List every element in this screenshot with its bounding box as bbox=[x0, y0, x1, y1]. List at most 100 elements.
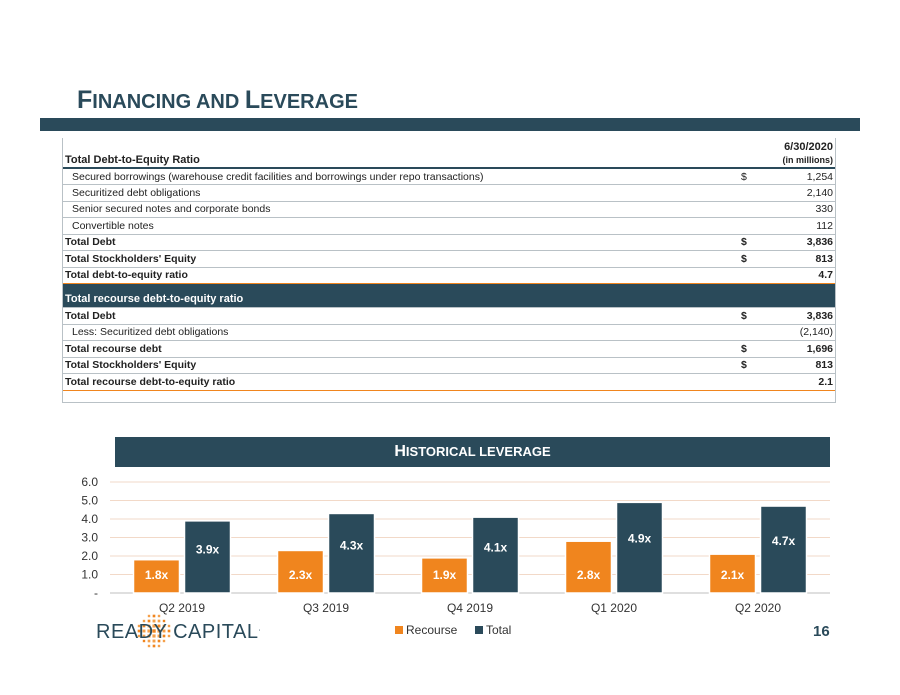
row-currency: $ bbox=[738, 307, 764, 325]
y-tick-label: 5.0 bbox=[81, 494, 98, 508]
table-row: Senior secured notes and corporate bonds… bbox=[62, 201, 836, 218]
row-label: Total Stockholders' Equity bbox=[62, 250, 738, 268]
bar-total bbox=[471, 516, 520, 594]
logo-dot bbox=[142, 619, 146, 623]
table-row: Convertible notes 112 bbox=[62, 217, 836, 235]
logo-dot bbox=[157, 624, 161, 628]
y-tick-label: 6.0 bbox=[81, 475, 98, 489]
logo-dot bbox=[152, 614, 156, 618]
row-currency: $ bbox=[738, 234, 764, 251]
y-tick-label: 4.0 bbox=[81, 512, 98, 526]
logo-dot bbox=[152, 619, 156, 623]
logo-dot bbox=[162, 619, 166, 623]
data-label: 1.8x bbox=[145, 568, 169, 582]
table-row: Total recourse debt-to-equity ratio 2.1 bbox=[62, 373, 836, 391]
y-tick-label: 1.0 bbox=[81, 568, 98, 582]
row-label: Senior secured notes and corporate bonds bbox=[62, 201, 738, 218]
section-header-label: Total recourse debt-to-equity ratio bbox=[62, 283, 836, 308]
row-value: 2,140 bbox=[764, 184, 836, 202]
data-label: 2.1x bbox=[721, 568, 745, 582]
logo-dot bbox=[162, 624, 166, 628]
legend-label-recourse: Recourse bbox=[406, 623, 458, 637]
table-row: Total debt-to-equity ratio 4.7 bbox=[62, 266, 836, 284]
row-currency bbox=[738, 266, 764, 284]
table-row: Securitized debt obligations 2,140 bbox=[62, 184, 836, 202]
logo-dot bbox=[157, 639, 161, 643]
table-row: Total recourse debt $1,696 bbox=[62, 340, 836, 358]
data-label: 1.9x bbox=[433, 568, 457, 582]
row-label: Convertible notes bbox=[62, 217, 738, 235]
data-label: 4.9x bbox=[628, 532, 652, 546]
row-value: 4.7 bbox=[764, 266, 836, 284]
row-value: 1,696 bbox=[764, 340, 836, 358]
x-tick-label: Q3 2019 bbox=[303, 601, 349, 615]
row-value: 3,836 bbox=[764, 234, 836, 251]
row-label: Total recourse debt-to-equity ratio bbox=[62, 373, 738, 391]
y-tick-label: 2.0 bbox=[81, 549, 98, 563]
table-header-date: 6/30/2020 (in millions) bbox=[738, 138, 836, 169]
data-label: 3.9x bbox=[196, 543, 220, 557]
logo-dot bbox=[167, 634, 171, 638]
data-label: 2.8x bbox=[577, 568, 601, 582]
bar-recourse bbox=[420, 557, 469, 594]
row-value: 112 bbox=[764, 217, 836, 235]
logo-dot bbox=[152, 624, 156, 628]
row-value: 3,836 bbox=[764, 307, 836, 325]
logo-wordmark: READY CAPITAL. bbox=[96, 621, 262, 643]
row-currency bbox=[738, 373, 764, 391]
bar-total bbox=[327, 512, 376, 594]
logo-dot bbox=[147, 624, 151, 628]
row-currency: $ bbox=[738, 168, 764, 185]
logo-dot bbox=[137, 624, 141, 628]
logo-dot bbox=[157, 644, 161, 648]
legend-swatch-recourse bbox=[395, 626, 403, 634]
row-currency bbox=[738, 217, 764, 235]
table-header-row: Total Debt-to-Equity Ratio 6/30/2020 (in… bbox=[62, 138, 836, 169]
y-tick-label: - bbox=[94, 586, 98, 600]
row-currency bbox=[738, 201, 764, 218]
logo-dot bbox=[142, 624, 146, 628]
bar-total bbox=[759, 505, 808, 594]
logo-dot bbox=[152, 629, 156, 633]
section-header-row: Total recourse debt-to-equity ratio bbox=[62, 283, 836, 308]
row-currency bbox=[738, 184, 764, 202]
logo-dot bbox=[157, 614, 161, 618]
table-spacer-row bbox=[62, 390, 836, 403]
bar-recourse bbox=[564, 540, 613, 594]
row-label: Total Debt bbox=[62, 234, 738, 251]
page-number: 16 bbox=[813, 623, 830, 640]
logo-dot bbox=[162, 639, 166, 643]
row-value: (2,140) bbox=[764, 324, 836, 341]
table-row: Secured borrowings (warehouse credit fac… bbox=[62, 168, 836, 185]
logo-dot bbox=[157, 629, 161, 633]
row-label: Less: Securitized debt obligations bbox=[62, 324, 738, 341]
legend-label-total: Total bbox=[486, 623, 511, 637]
row-label: Total Debt bbox=[62, 307, 738, 325]
logo-dot bbox=[167, 624, 171, 628]
legend-swatch-total bbox=[475, 626, 483, 634]
logo-dot bbox=[162, 634, 166, 638]
data-label: 2.3x bbox=[289, 568, 313, 582]
logo-dot bbox=[157, 619, 161, 623]
row-label: Secured borrowings (warehouse credit fac… bbox=[62, 168, 738, 185]
data-label: 4.7x bbox=[772, 534, 796, 548]
historical-leverage-chart: - 1.0 2.0 3.0 4.0 5.0 6.0 1.8x 3.9x Q2 2019 2.3x 4.… bbox=[81, 475, 830, 637]
logo-dot bbox=[147, 614, 151, 618]
bar-total bbox=[615, 501, 664, 594]
bar-recourse bbox=[276, 549, 325, 594]
logo-dot bbox=[142, 639, 146, 643]
row-label: Securitized debt obligations bbox=[62, 184, 738, 202]
page-title: FINANCING AND LEVERAGE bbox=[77, 86, 358, 114]
x-tick-label: Q2 2019 bbox=[159, 601, 205, 615]
row-label: Total recourse debt bbox=[62, 340, 738, 358]
row-value: 2.1 bbox=[764, 373, 836, 391]
row-value: 330 bbox=[764, 201, 836, 218]
chart-title-banner: HISTORICAL LEVERAGE bbox=[115, 437, 830, 467]
title-divider-bar bbox=[40, 118, 860, 131]
table-row: Total Debt $3,836 bbox=[62, 234, 836, 251]
table-row: Total Stockholders' Equity $813 bbox=[62, 357, 836, 374]
table-row: Total Debt $3,836 bbox=[62, 307, 836, 325]
row-label: Total Stockholders' Equity bbox=[62, 357, 738, 374]
logo-dot bbox=[142, 634, 146, 638]
logo-dot bbox=[137, 634, 141, 638]
